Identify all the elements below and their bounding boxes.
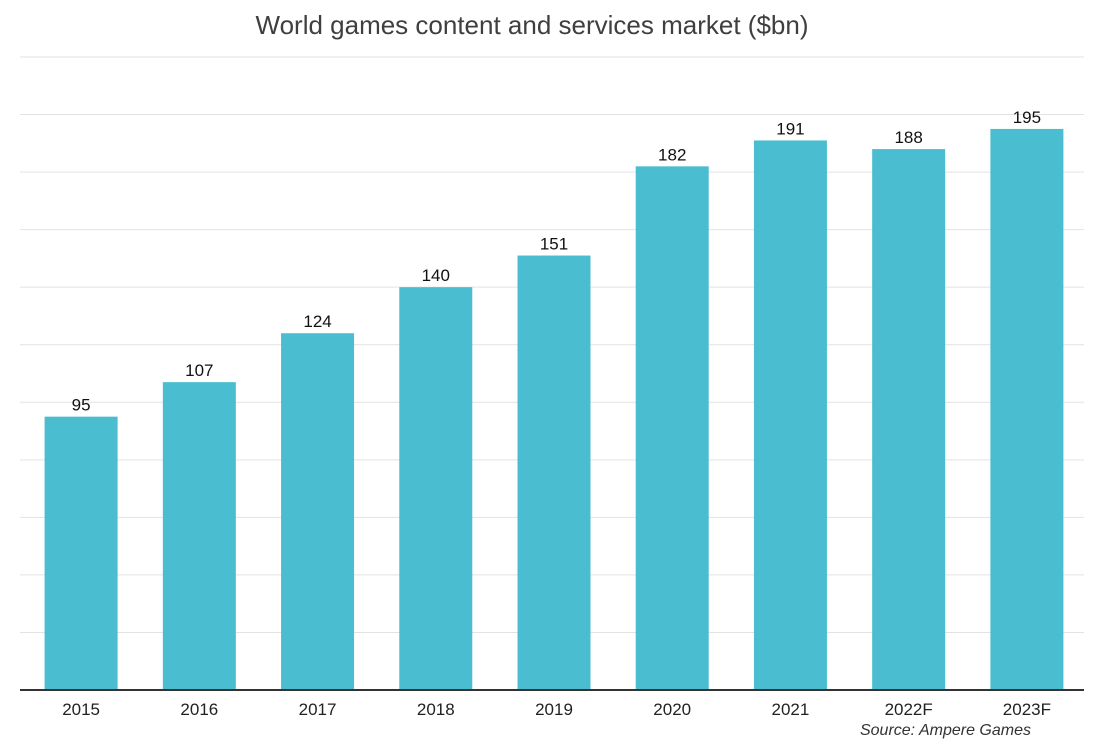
x-tick-label: 2023F [1003, 700, 1051, 719]
bar [872, 149, 946, 690]
bar [44, 416, 118, 690]
data-label: 95 [72, 396, 91, 415]
x-tick-label: 2019 [535, 700, 573, 719]
x-tick-label: 2020 [653, 700, 691, 719]
x-tick-label: 2018 [417, 700, 455, 719]
x-tick-label: 2017 [299, 700, 337, 719]
data-label: 151 [540, 235, 568, 254]
chart-title: World games content and services market … [255, 10, 809, 40]
bar [990, 128, 1064, 690]
bar [753, 140, 827, 690]
bar [399, 287, 473, 690]
data-label: 140 [422, 266, 450, 285]
bar [635, 166, 709, 690]
data-label: 124 [303, 312, 331, 331]
x-tick-label: 2016 [180, 700, 218, 719]
data-label: 182 [658, 145, 686, 164]
bar [281, 333, 355, 690]
bar [162, 382, 236, 690]
data-label: 188 [894, 128, 922, 147]
bar [517, 255, 591, 691]
x-tick-label: 2021 [772, 700, 810, 719]
data-label: 195 [1013, 108, 1041, 127]
x-tick-label: 2022F [885, 700, 933, 719]
source-note: Source: Ampere Games [859, 722, 1031, 739]
x-tick-label: 2015 [62, 700, 100, 719]
data-label: 191 [776, 119, 804, 138]
data-label: 107 [185, 361, 213, 380]
